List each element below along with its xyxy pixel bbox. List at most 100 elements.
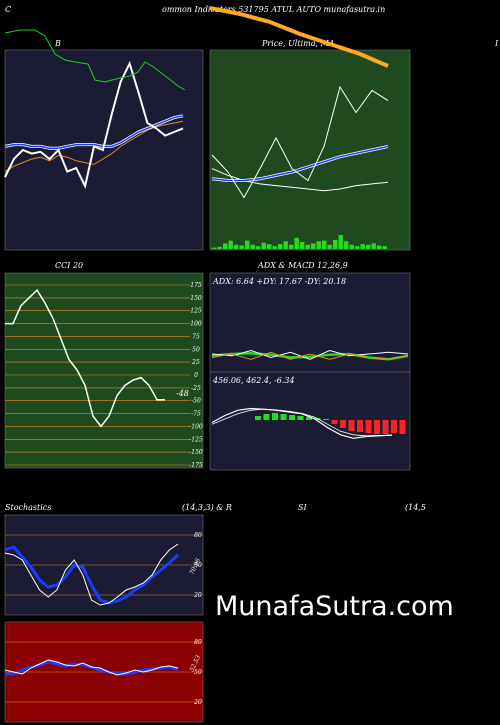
panel-price: [209, 49, 411, 251]
volume-bar: [256, 246, 261, 249]
macd-hist-bar: [365, 420, 372, 433]
volume-bar: [382, 246, 387, 249]
rsi-title: SI: [298, 503, 307, 512]
panel-cci: [4, 272, 204, 469]
panel-adx-label: ADX & MACD 12,26,9: [257, 261, 348, 270]
cci-tick-label: 0: [194, 372, 198, 379]
macd-hist-bar: [374, 420, 380, 434]
panel-adx: [209, 272, 411, 471]
header-left-letter: C: [5, 5, 11, 14]
cci-tick-label: -100: [189, 423, 203, 430]
rsi-tick-label: 20: [193, 699, 202, 706]
cci-tick-label: -150: [189, 449, 203, 456]
macd-values-text: 456.06, 462.4, -6.34: [212, 376, 295, 385]
cci-tick-label: 25: [191, 359, 200, 366]
rsi-params: (14,5: [405, 503, 426, 512]
volume-bar: [278, 244, 283, 249]
panel-cci-series: 175 150 125 100 75 50 25 0 -25 -50 -75 -100 -125 -150…: [5, 282, 203, 469]
volume-bar: [239, 245, 244, 249]
macd-hist-bar: [255, 416, 261, 420]
macd-hist-bar: [323, 419, 329, 420]
volume-bar: [267, 244, 272, 249]
volume-bar: [360, 244, 365, 249]
cci-tick-label: 175: [190, 282, 202, 289]
panel-b-label: B: [54, 39, 61, 48]
panel-price-series: [211, 85, 389, 249]
header-title: ommon Indicators 531795 ATUL AUTO munafa…: [162, 5, 385, 14]
macd-signal-line: [211, 408, 393, 437]
cci-tick-label: 100: [190, 321, 202, 328]
volume-bar: [250, 244, 255, 249]
volume-bar: [322, 240, 327, 249]
stoch-d-line: [4, 545, 180, 605]
macd-hist-bar: [357, 420, 363, 432]
macd-hist-bar: [382, 420, 389, 434]
volume-bar: [212, 247, 217, 249]
volume-bar: [338, 235, 343, 249]
volume-bar: [333, 239, 338, 249]
cci-tick-label: 75: [192, 333, 200, 340]
volume-bar: [377, 245, 382, 249]
volume-bar: [245, 240, 250, 249]
cci-tick-label: 150: [190, 295, 202, 302]
volume-bar: [283, 241, 288, 249]
volume-bar: [289, 244, 294, 249]
volume-bar: [217, 246, 222, 249]
volume-bar: [327, 244, 332, 249]
macd-hist-bar: [331, 420, 338, 424]
cci-value-label: -48: [176, 389, 189, 398]
panel-rsi-series: 80 50 20: [4, 639, 203, 706]
volume-bar: [305, 244, 310, 249]
cci-tick-label: 125: [190, 308, 202, 315]
price-overflow-ma-line: [209, 6, 389, 68]
panel-adx-series: [211, 349, 409, 439]
stoch-title: Stochastics: [5, 503, 51, 512]
volume-bar: [223, 243, 228, 249]
volume-bar: [300, 242, 305, 249]
rsi-ma-line: [4, 659, 179, 676]
watermark: MunafaSutra.com: [215, 591, 454, 622]
header-right-letter: I: [494, 39, 499, 48]
cci-tick-label: -75: [191, 411, 201, 418]
volume-bar: [349, 244, 354, 249]
stoch-params: (14,3,3) & R: [182, 503, 232, 512]
stoch-k-line: [4, 543, 179, 606]
rsi-tick-label: 50: [194, 669, 202, 676]
cci-tick-label: -125: [189, 436, 203, 443]
macd-hist-bar: [297, 416, 304, 420]
volume-bar: [371, 243, 376, 249]
macd-hist-bar: [391, 420, 397, 433]
volume-bar: [261, 242, 266, 249]
price-line: [4, 60, 184, 189]
ultima-line: [211, 85, 389, 199]
panel-price-label: Price, Ultima, MA: [261, 39, 335, 48]
volume-bar: [234, 244, 239, 249]
cci-line: [5, 288, 165, 428]
volume-bar: [294, 237, 299, 249]
macd-hist-bar: [306, 417, 312, 420]
panel-stoch-series: 80 50 20: [4, 532, 203, 606]
macd-hist-bar: [272, 413, 278, 420]
panel-b-overflow-line: [4, 29, 186, 91]
stoch-tick-label: 20: [193, 592, 202, 599]
macd-hist-bar: [289, 415, 295, 420]
stoch-tick-label: 80: [194, 532, 202, 539]
cci-tick-label: -175: [189, 462, 203, 469]
plus-di-line: [211, 349, 409, 360]
macd-hist-bar: [280, 414, 287, 420]
volume-bar: [272, 246, 277, 249]
volume-bar: [228, 240, 233, 249]
cci-tick-label: -25: [191, 385, 201, 392]
volume-bar: [344, 241, 349, 249]
panel-b: [4, 49, 204, 251]
volume-bar: [355, 246, 360, 249]
panel-b-series: [4, 60, 184, 189]
macd-hist-bar: [348, 420, 355, 431]
volume-bar: [316, 241, 321, 249]
bollinger-lower-band: [4, 120, 184, 173]
minus-di-line: [211, 351, 409, 360]
cci-tick-label: 50: [192, 346, 200, 353]
macd-hist-bar: [263, 414, 270, 420]
stoch-tick-label: 50: [194, 562, 202, 569]
